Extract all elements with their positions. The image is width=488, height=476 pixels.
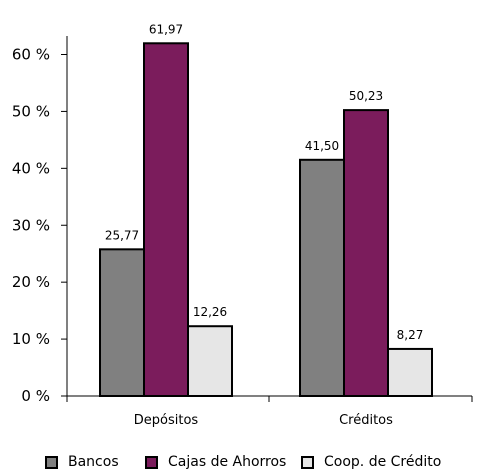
legend-item-cajas-de-ahorros: Cajas de Ahorros [145,452,286,472]
data-label-coop-de-credito-depositos: 12,26 [193,305,227,319]
legend-swatch-cajas-de-ahorros [145,455,158,469]
legend-swatch-coop-de-credito [301,455,314,469]
bar-coop-de-credito-creditos [387,347,433,398]
y-tick-label: 60 % [12,46,50,64]
bar-bancos-creditos [299,158,345,397]
bar-bancos-depositos [99,248,145,397]
x-category-label-depositos: Depósitos [134,413,199,428]
data-label-bancos-creditos: 41,50 [305,139,339,153]
y-tick-label: 50 % [12,102,50,120]
legend-swatch-bancos [45,455,58,469]
legend-item-bancos: Bancos [45,452,119,472]
y-tick-label: 0 % [21,387,50,405]
bar-coop-de-credito-depositos [187,325,233,397]
legend-item-coop-de-credito: Coop. de Crédito [301,452,441,472]
data-label-cajas-de-ahorros-depositos: 61,97 [149,22,183,36]
y-tick-label: 10 % [12,330,50,348]
y-tick-label: 30 % [12,216,50,234]
legend-label-cajas-de-ahorros: Cajas de Ahorros [168,454,287,470]
bar-cajas-de-ahorros-creditos [343,109,389,398]
data-label-coop-de-credito-creditos: 8,27 [397,328,424,342]
legend-label-bancos: Bancos [68,454,119,470]
bar-cajas-de-ahorros-depositos [143,42,189,398]
data-label-bancos-depositos: 25,77 [105,228,139,242]
data-label-cajas-de-ahorros-creditos: 50,23 [349,89,383,103]
y-tick-label: 40 % [12,159,50,177]
chart-legend: Bancos Cajas de Ahorros Coop. de Crédito [0,452,488,472]
y-tick-label: 20 % [12,273,50,291]
x-category-label-creditos: Créditos [339,413,393,428]
legend-label-coop-de-credito: Coop. de Crédito [324,454,442,470]
